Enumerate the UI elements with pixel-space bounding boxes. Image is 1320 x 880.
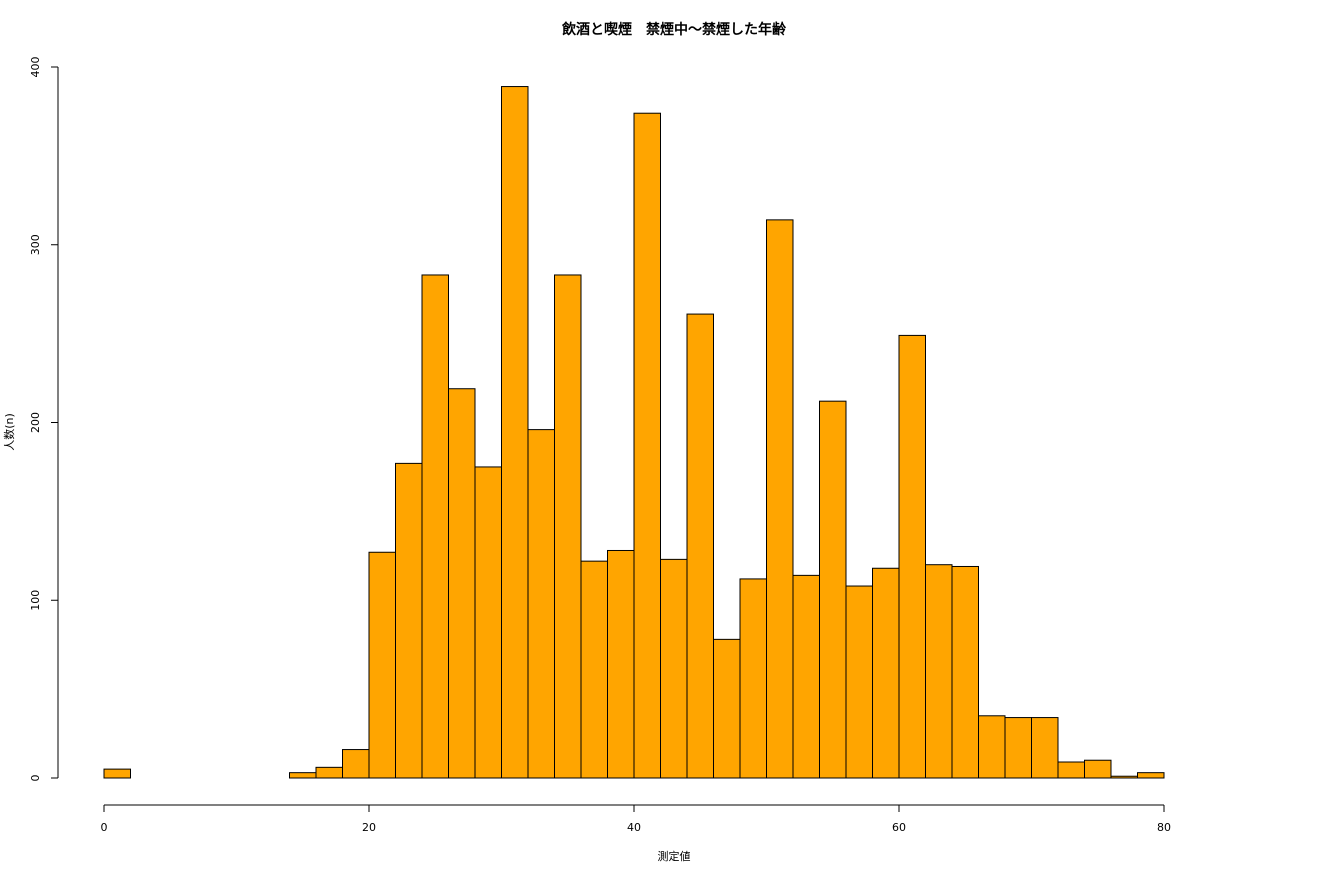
bar <box>792 574 820 779</box>
bar <box>1031 717 1059 779</box>
y-tick-label: 100 <box>29 590 42 611</box>
chart-title: 飲酒と喫煙 禁煙中～禁煙した年齢 <box>561 21 787 38</box>
bar <box>1084 759 1112 779</box>
bar <box>315 766 343 779</box>
bar <box>1057 761 1085 779</box>
bar <box>607 549 635 779</box>
bar <box>289 772 317 779</box>
x-tick-label: 40 <box>627 821 641 834</box>
bar <box>686 313 714 779</box>
bar <box>660 558 688 779</box>
bar <box>448 388 476 779</box>
bar <box>342 749 370 779</box>
bar <box>1110 775 1138 779</box>
bar <box>713 638 741 779</box>
bar <box>872 567 900 779</box>
bar <box>951 565 979 779</box>
y-tick-label: 0 <box>29 775 42 782</box>
bar <box>819 400 847 779</box>
x-tick-label: 20 <box>362 821 376 834</box>
y-axis-label: 人数(n) <box>3 413 16 451</box>
x-tick-label: 60 <box>892 821 906 834</box>
bar <box>421 274 449 779</box>
bar <box>925 564 953 779</box>
bar <box>1004 717 1032 779</box>
x-tick-label: 80 <box>1157 821 1171 834</box>
y-tick-label: 300 <box>29 234 42 255</box>
x-tick-label: 0 <box>101 821 108 834</box>
bar <box>633 112 661 779</box>
bar <box>898 334 926 779</box>
bar <box>501 86 529 779</box>
bar <box>845 585 873 779</box>
bar <box>103 768 131 779</box>
y-tick-label: 200 <box>29 412 42 433</box>
bar <box>554 274 582 779</box>
bar <box>1137 772 1165 779</box>
bar <box>978 715 1006 779</box>
y-tick-label: 400 <box>29 57 42 78</box>
bar <box>580 560 608 779</box>
bar <box>739 578 767 779</box>
bar <box>395 462 423 779</box>
bar <box>766 219 794 779</box>
bar <box>527 429 555 779</box>
bar <box>368 551 396 779</box>
x-axis-label: 測定値 <box>658 849 691 863</box>
bar <box>474 466 502 779</box>
